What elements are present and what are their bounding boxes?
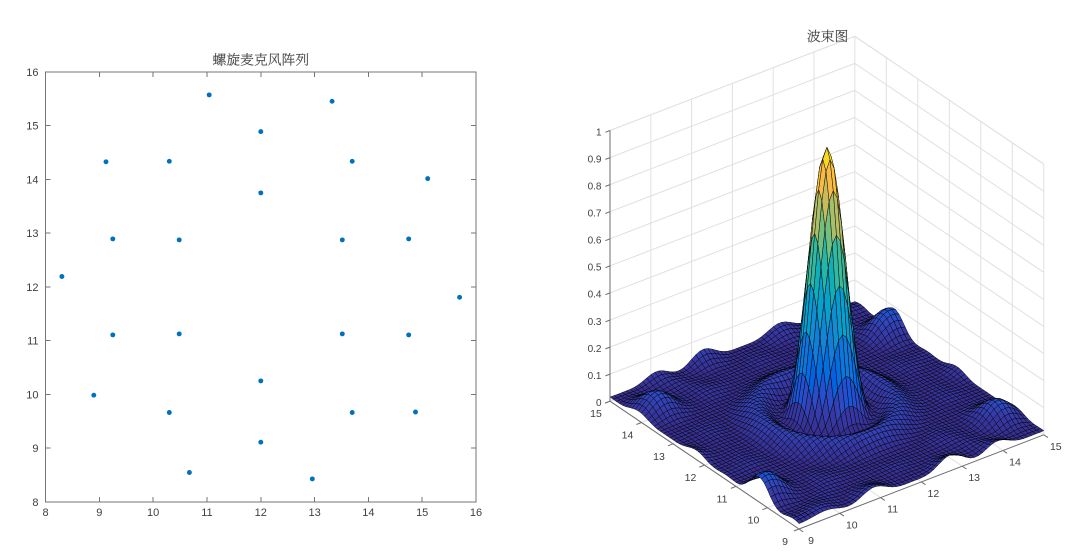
svg-text:14: 14 [622, 430, 634, 442]
svg-text:11: 11 [887, 504, 898, 516]
svg-text:16: 16 [470, 507, 482, 519]
svg-text:9: 9 [782, 536, 788, 548]
svg-text:8: 8 [42, 507, 48, 519]
svg-text:0: 0 [596, 398, 602, 409]
svg-text:0.3: 0.3 [588, 317, 602, 328]
svg-text:10: 10 [26, 389, 38, 401]
svg-text:10: 10 [846, 519, 858, 531]
svg-text:15: 15 [1050, 441, 1062, 453]
svg-text:0.5: 0.5 [588, 263, 602, 274]
svg-text:9: 9 [808, 535, 814, 547]
svg-text:10: 10 [748, 515, 760, 527]
svg-text:14: 14 [26, 174, 38, 186]
svg-text:0.1: 0.1 [588, 371, 602, 382]
svg-text:13: 13 [26, 228, 38, 240]
svg-text:13: 13 [968, 472, 980, 484]
svg-text:1: 1 [596, 127, 602, 138]
svg-text:0.9: 0.9 [588, 154, 602, 165]
svg-text:0.4: 0.4 [588, 290, 602, 301]
svg-text:0.2: 0.2 [588, 344, 602, 355]
svg-text:11: 11 [27, 336, 38, 348]
svg-text:13: 13 [653, 451, 665, 463]
svg-text:12: 12 [928, 488, 940, 500]
svg-text:10: 10 [147, 507, 159, 519]
svg-text:9: 9 [32, 443, 38, 455]
svg-text:15: 15 [416, 507, 428, 519]
svg-text:11: 11 [717, 493, 728, 505]
svg-text:0.6: 0.6 [588, 236, 602, 247]
svg-text:0.8: 0.8 [588, 181, 602, 192]
svg-text:8: 8 [32, 497, 38, 509]
svg-text:11: 11 [201, 507, 212, 519]
svg-text:0.7: 0.7 [588, 209, 602, 220]
svg-text:14: 14 [1009, 457, 1021, 469]
svg-text:9: 9 [96, 507, 102, 519]
svg-text:12: 12 [685, 472, 697, 484]
svg-text:14: 14 [362, 507, 374, 519]
svg-text:12: 12 [255, 507, 267, 519]
svg-text:12: 12 [26, 282, 38, 294]
svg-text:15: 15 [26, 121, 38, 133]
svg-text:13: 13 [308, 507, 320, 519]
svg-text:15: 15 [590, 408, 602, 420]
svg-text:16: 16 [26, 67, 38, 79]
